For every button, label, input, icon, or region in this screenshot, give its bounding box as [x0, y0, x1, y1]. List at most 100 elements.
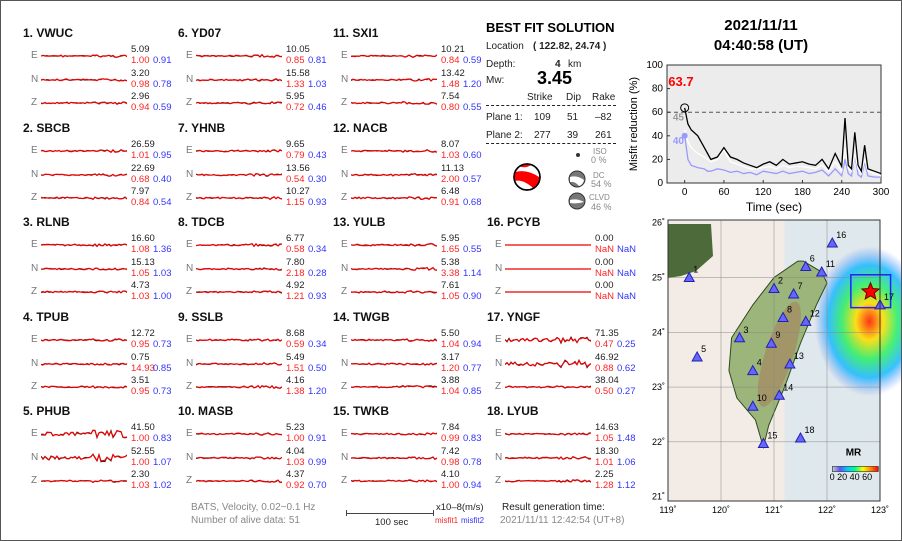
peak-amplitude: 0.75 — [131, 351, 150, 363]
station-triangle-icon[interactable] — [733, 331, 746, 343]
misfit2-value: 0.30 — [308, 173, 327, 185]
peak-amplitude: 18.30 — [595, 445, 619, 457]
waveform-trace — [351, 362, 437, 366]
synthetic-trace — [41, 101, 127, 106]
misfit2-value: 0.99 — [308, 456, 327, 468]
synthetic-trace — [351, 266, 437, 271]
station-triangle-icon[interactable] — [746, 400, 759, 411]
station-number: 12 — [810, 308, 820, 318]
station-triangle-icon[interactable] — [773, 389, 786, 400]
station-number: 1 — [693, 265, 698, 275]
peak-amplitude: 4.16 — [286, 375, 305, 387]
waveform-trace — [351, 172, 437, 177]
misfit1-value: 0.50 — [595, 386, 614, 398]
misfit1-value: NaN — [595, 291, 615, 303]
component-label: N — [31, 451, 39, 463]
component-label: N — [341, 451, 349, 463]
component-label: Z — [341, 381, 348, 393]
mw-label: Mw: — [486, 75, 505, 86]
waveform-trace — [41, 452, 127, 463]
y-tick-label: 60 — [652, 107, 664, 118]
y-axis-label: Misfit reduction (%) — [628, 77, 640, 171]
component-label: N — [31, 262, 39, 274]
misfit2-value: 1.12 — [617, 480, 636, 492]
misfit2-value: 1.06 — [617, 456, 636, 468]
station-triangle-icon[interactable] — [787, 287, 800, 299]
waveform-trace — [196, 432, 282, 436]
scale-tick — [433, 510, 434, 516]
station-title: 18. LYUB — [487, 404, 539, 418]
component-label: E — [31, 145, 38, 156]
waveform-trace — [196, 290, 282, 294]
misfit1-value: 0.94 — [131, 102, 150, 114]
station-triangle-icon[interactable] — [794, 431, 807, 443]
station-triangle-icon[interactable] — [768, 282, 780, 293]
misfit1-value: 0.98 — [441, 456, 460, 468]
synthetic-trace — [41, 385, 127, 390]
synthetic-trace — [505, 479, 591, 484]
waveform-trace — [505, 455, 591, 460]
x-tick-label: 180 — [794, 187, 811, 198]
divider — [486, 143, 616, 144]
header-strike: Strike — [527, 92, 553, 103]
station-triangle-icon[interactable] — [683, 271, 696, 283]
synthetic-trace — [351, 54, 437, 59]
synthetic-trace — [351, 479, 437, 484]
beachball-icon — [513, 163, 541, 191]
peak-amplitude: 7.42 — [441, 445, 460, 457]
x-axis-label: Time (sec) — [746, 200, 802, 214]
station-triangle-icon[interactable] — [799, 315, 812, 326]
waveform-trace — [41, 196, 127, 201]
synthetic-trace — [41, 54, 127, 58]
station-number: 15 — [767, 430, 777, 440]
synthetic-trace — [351, 362, 437, 366]
station-triangle-icon[interactable] — [765, 337, 778, 348]
misfit1-value: 0.95 — [131, 339, 150, 350]
best-mr-label: 63.7 — [668, 74, 693, 89]
peak-amplitude: 9.65 — [286, 139, 305, 150]
component-label: Z — [31, 475, 38, 487]
synthetic-trace — [196, 196, 282, 201]
station-triangle-icon[interactable] — [757, 437, 770, 448]
component-label: Z — [495, 475, 502, 487]
station-triangle-icon[interactable] — [691, 350, 703, 362]
synthetic-trace — [351, 196, 437, 201]
plane1-strike: 109 — [534, 112, 551, 123]
component-label: E — [31, 428, 38, 439]
peak-amplitude: 5.50 — [441, 328, 460, 339]
misfit1-value: 1.00 — [441, 480, 460, 492]
misfit2-value: 1.02 — [153, 480, 172, 492]
component-label: Z — [186, 97, 193, 109]
waveform-trace — [41, 77, 127, 82]
station-triangle-icon[interactable] — [746, 364, 759, 376]
station-title: 8. TDCB — [178, 215, 225, 229]
waveform-trace — [196, 149, 282, 153]
component-label: N — [186, 357, 194, 369]
station-triangle-icon[interactable] — [784, 358, 796, 369]
misfit1-value: 1.08 — [131, 244, 150, 255]
component-label: N — [186, 262, 194, 274]
x-tick-label: 300 — [873, 187, 890, 198]
station-title: 6. YD07 — [178, 26, 222, 40]
station-triangle-icon[interactable] — [777, 311, 789, 323]
series-line — [684, 107, 882, 175]
station-triangle-icon[interactable] — [815, 266, 828, 277]
plane1-rake: –82 — [595, 112, 612, 123]
header-dip: Dip — [566, 92, 582, 103]
peak-amplitude: 7.84 — [441, 422, 460, 433]
station-triangle-icon[interactable] — [826, 236, 839, 248]
waveform-trace — [351, 479, 437, 484]
station-title: 5. PHUB — [23, 404, 71, 418]
misfit2-value: 0.93 — [308, 291, 327, 303]
misfit1-value: 1.00 — [131, 456, 150, 468]
central-range — [757, 301, 801, 407]
component-label: E — [31, 50, 38, 61]
waveform-trace — [196, 172, 282, 177]
component-label: E — [341, 239, 348, 250]
x-tick-label: 120 — [755, 187, 772, 198]
misfit1-value: 0.91 — [441, 197, 460, 209]
misfit1-value: 1.00 — [131, 55, 150, 66]
station-triangle-icon[interactable] — [799, 260, 812, 272]
waveform-trace — [505, 291, 591, 293]
misfit1-value: 0.99 — [441, 433, 460, 444]
